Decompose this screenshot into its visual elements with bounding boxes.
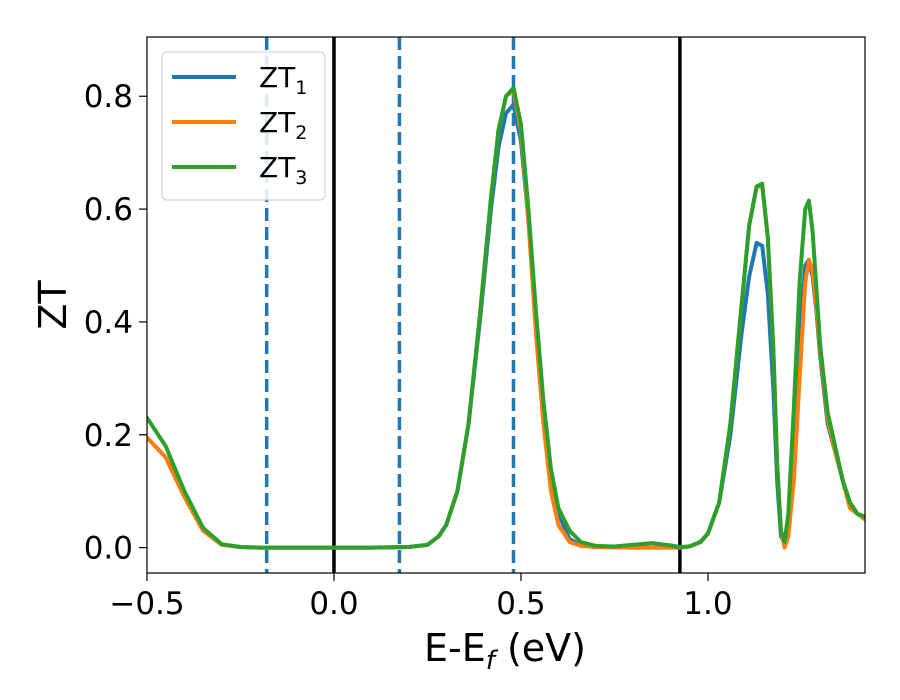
series-layer xyxy=(147,85,865,550)
legend-box xyxy=(161,51,326,201)
x-tick-label: −0.5 xyxy=(109,586,184,622)
x-tick-label: 1.0 xyxy=(683,586,732,622)
legend: ZT1 ZT2 ZT3 xyxy=(161,51,326,201)
x-axis-label: E-Ef (eV) xyxy=(424,626,586,676)
series-line-3 xyxy=(147,85,865,550)
legend-label-1: ZT1 xyxy=(259,61,307,99)
reference-lines xyxy=(264,37,682,573)
y-axis: 0.0 0.2 0.4 0.6 0.8 xyxy=(84,79,147,567)
y-tick-label: 0.8 xyxy=(84,79,133,115)
y-tick-label: 0.4 xyxy=(84,305,133,341)
x-tick-label: 0.0 xyxy=(309,586,358,622)
plot-frame xyxy=(146,36,866,574)
y-axis-label: ZT xyxy=(31,280,75,330)
x-axis: −0.5 0.0 0.5 1.0 xyxy=(109,573,733,622)
legend-label-3: ZT3 xyxy=(259,151,307,189)
y-tick-label: 0.2 xyxy=(84,418,133,454)
legend-label-2: ZT2 xyxy=(259,106,307,144)
y-tick-label: 0.0 xyxy=(84,531,133,567)
y-tick-label: 0.6 xyxy=(84,192,133,228)
x-tick-label: 0.5 xyxy=(496,586,545,622)
